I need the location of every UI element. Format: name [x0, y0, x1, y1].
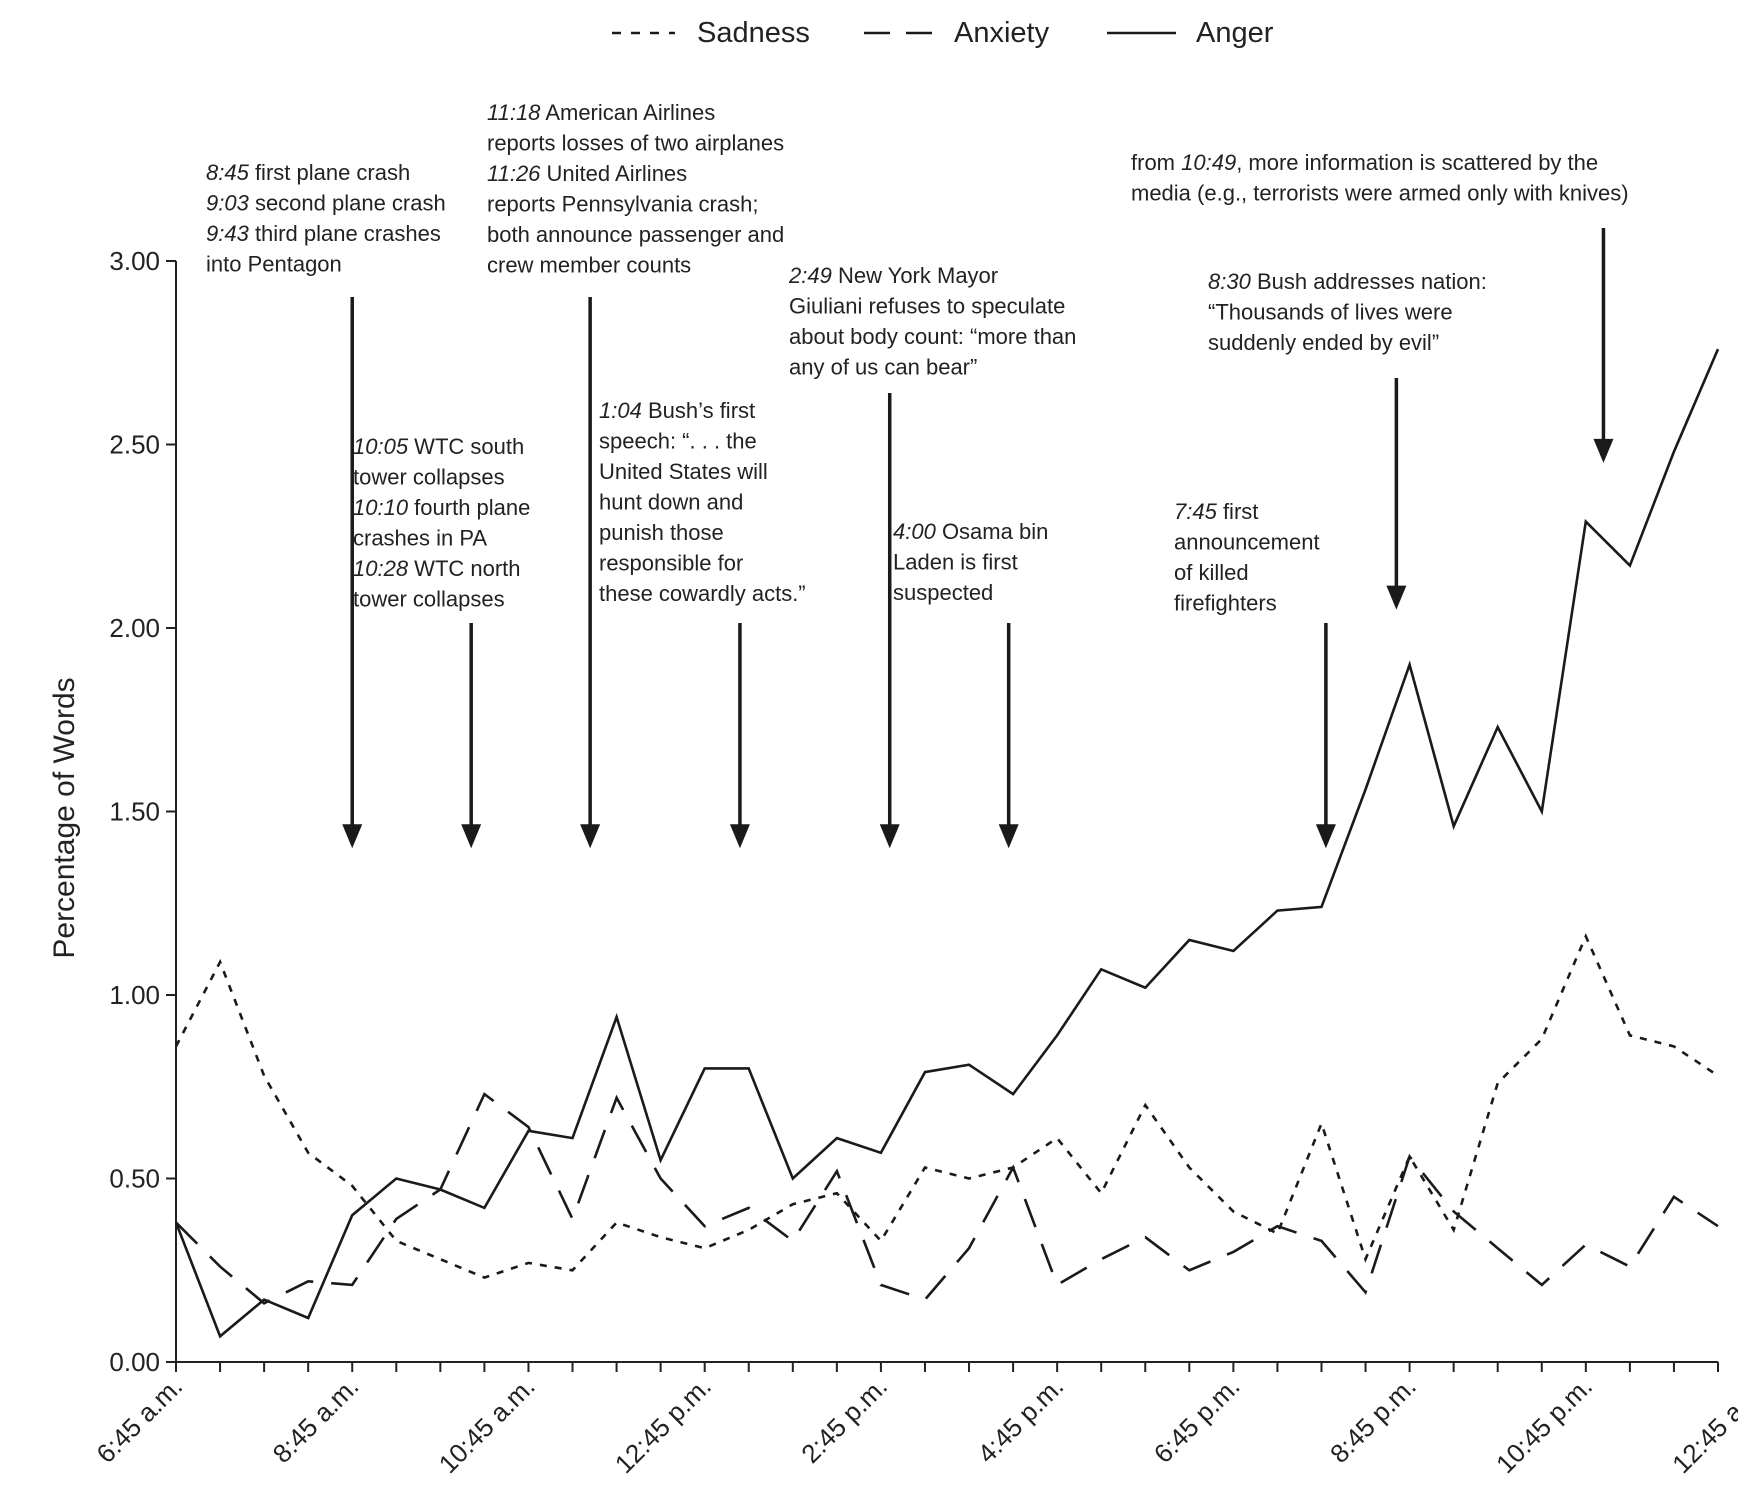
y-tick-label: 2.50 — [109, 430, 160, 460]
series-line-anxiety — [175, 1092, 1719, 1305]
event-annotation: 8:45 first plane crash 9:03 second plane … — [206, 160, 446, 849]
series-line-anger — [174, 348, 1720, 1339]
x-tick-label: 4:45 p.m. — [972, 1371, 1070, 1469]
event-annotations: 8:45 first plane crash 9:03 second plane … — [206, 100, 1629, 849]
event-annotation-text: 7:45 first announcement of killed firefight… — [1174, 499, 1320, 616]
y-tick-label: 1.00 — [109, 980, 160, 1010]
x-tick-label: 8:45 a.m. — [267, 1371, 365, 1469]
event-arrow-head — [1386, 585, 1407, 610]
event-arrow-head — [879, 824, 900, 849]
event-annotation-text: 10:05 WTC south tower collapses 10:10 four… — [353, 434, 530, 612]
event-annotation: 4:00 Osama bin Laden is first suspected — [893, 519, 1048, 849]
x-tick-label: 10:45 p.m. — [1490, 1371, 1598, 1479]
y-tick-label: 2.00 — [109, 613, 160, 643]
y-tick-label: 0.50 — [109, 1164, 160, 1194]
event-annotation: from 10:49, more information is scattere… — [1131, 150, 1629, 463]
event-annotation: 1:04 Bush’s first speech: “. . . the Unite… — [599, 398, 806, 849]
y-tick-label: 0.00 — [109, 1347, 160, 1377]
y-tick-label: 3.00 — [109, 246, 160, 276]
event-annotation: 10:05 WTC south tower collapses 10:10 four… — [353, 434, 530, 849]
x-tick-label: 10:45 a.m. — [433, 1371, 541, 1479]
event-annotation: 11:18 American Airlines reports losses of… — [487, 100, 784, 849]
event-arrow-head — [580, 824, 601, 849]
legend-label-anxiety: Anxiety — [954, 17, 1050, 49]
x-tick-label: 6:45 a.m. — [90, 1371, 188, 1469]
legend-label-sadness: Sadness — [697, 17, 810, 49]
event-annotation-text: from 10:49, more information is scattere… — [1131, 150, 1629, 206]
series-lines — [174, 348, 1720, 1339]
y-ticks: 0.00 0.50 1.00 1.50 2.00 2.50 3.00 — [109, 246, 176, 1377]
event-annotation: 2:49 New York Mayor Giuliani refuses to s… — [788, 263, 1076, 849]
legend: Sadness Anxiety Anger — [612, 17, 1274, 49]
event-annotation: 8:30 Bush addresses nation: “Thousands of… — [1208, 269, 1487, 610]
x-tick-label: 8:45 p.m. — [1324, 1371, 1422, 1469]
x-ticks: 6:45 a.m. 8:45 a.m. 10:45 a.m. 12:45 p.m. 2:… — [90, 1362, 1738, 1479]
event-arrow-head — [1593, 438, 1614, 463]
event-annotation-text: 11:18 American Airlines reports losses of… — [487, 100, 784, 278]
event-arrow-head — [729, 824, 750, 849]
event-arrow-head — [998, 824, 1019, 849]
event-annotation-text: 2:49 New York Mayor Giuliani refuses to s… — [788, 263, 1076, 380]
x-tick-label: 12:45 a.m. — [1666, 1371, 1738, 1479]
event-arrow-head — [1315, 824, 1336, 849]
event-arrow-head — [342, 824, 363, 849]
x-tick-label: 2:45 p.m. — [795, 1371, 893, 1469]
x-tick-label: 6:45 p.m. — [1148, 1371, 1246, 1469]
event-annotation-text: 8:30 Bush addresses nation: “Thousands of… — [1208, 269, 1487, 355]
event-annotation: 7:45 first announcement of killed firefight… — [1174, 499, 1336, 849]
y-tick-label: 1.50 — [109, 797, 160, 827]
event-arrow-head — [461, 824, 482, 849]
series-line-sadness — [174, 933, 1719, 1279]
event-annotation-text: 4:00 Osama bin Laden is first suspected — [893, 519, 1048, 605]
event-annotation-text: 1:04 Bush’s first speech: “. . . the Unite… — [599, 398, 806, 606]
axes — [175, 261, 1718, 1363]
event-annotation-text: 8:45 first plane crash 9:03 second plane … — [206, 160, 446, 277]
legend-label-anger: Anger — [1196, 17, 1274, 49]
x-tick-label: 12:45 p.m. — [609, 1371, 717, 1479]
y-axis-label: Percentage of Words — [48, 677, 81, 958]
